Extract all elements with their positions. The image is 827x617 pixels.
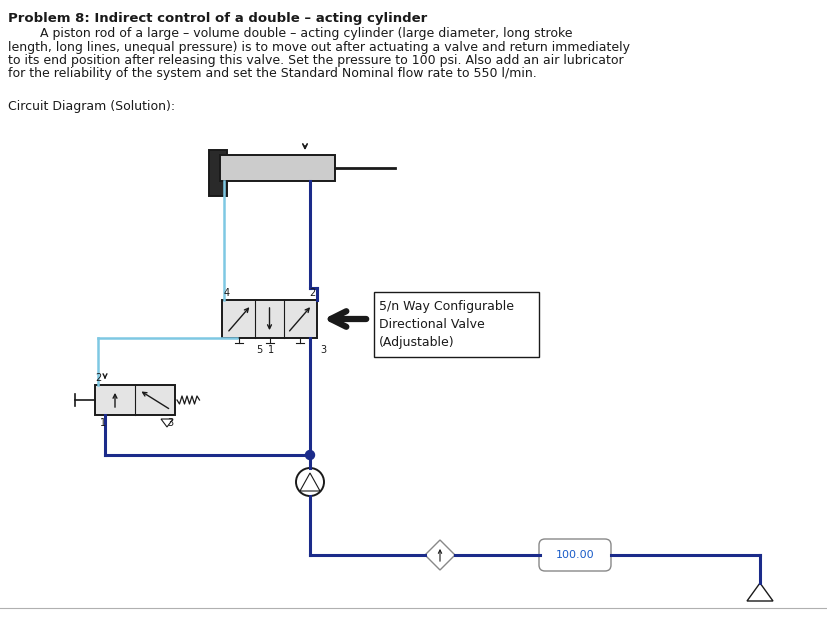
- Text: (Adjustable): (Adjustable): [379, 336, 455, 349]
- Text: Circuit Diagram (Solution):: Circuit Diagram (Solution):: [8, 100, 175, 113]
- Circle shape: [305, 450, 314, 460]
- Text: 2: 2: [95, 373, 101, 383]
- Text: for the reliability of the system and set the Standard Nominal flow rate to 550 : for the reliability of the system and se…: [8, 67, 537, 80]
- Text: 3: 3: [167, 418, 173, 428]
- Polygon shape: [300, 473, 320, 491]
- Polygon shape: [425, 540, 455, 570]
- Text: 1: 1: [269, 345, 275, 355]
- Text: 2: 2: [308, 288, 315, 298]
- Text: to its end position after releasing this valve. Set the pressure to 100 psi. Als: to its end position after releasing this…: [8, 54, 624, 67]
- Text: 4: 4: [224, 288, 230, 298]
- Bar: [95, 385, 175, 415]
- Text: 5/n Way Configurable: 5/n Way Configurable: [379, 300, 514, 313]
- Text: 100.00: 100.00: [556, 550, 595, 560]
- Circle shape: [296, 468, 324, 496]
- Bar: [222, 300, 317, 338]
- FancyBboxPatch shape: [539, 539, 611, 571]
- Bar: [374, 292, 539, 357]
- Polygon shape: [747, 583, 773, 601]
- Text: Problem 8: Indirect control of a double – acting cylinder: Problem 8: Indirect control of a double …: [8, 12, 428, 25]
- Text: Directional Valve: Directional Valve: [379, 318, 485, 331]
- Text: A piston rod of a large – volume double – acting cylinder (large diameter, long : A piston rod of a large – volume double …: [8, 27, 572, 40]
- Polygon shape: [161, 419, 173, 427]
- Bar: [209, 150, 227, 196]
- Text: length, long lines, unequal pressure) is to move out after actuating a valve and: length, long lines, unequal pressure) is…: [8, 41, 630, 54]
- Text: 5: 5: [256, 345, 263, 355]
- Bar: [220, 155, 335, 181]
- Text: 1: 1: [100, 418, 106, 428]
- Text: 3: 3: [320, 345, 326, 355]
